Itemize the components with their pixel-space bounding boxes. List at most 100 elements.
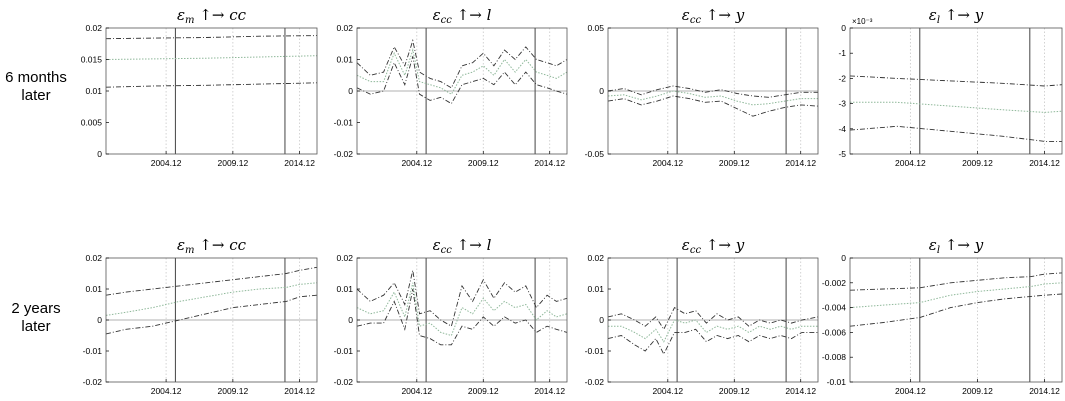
series-median-line (849, 282, 1063, 309)
y-tick-label: -4 (838, 124, 846, 134)
series-upper-line (849, 75, 1063, 87)
subplot-8: 0 -0.002 -0.004 -0.006 -0.008 -0.01 2004.12 200… (822, 236, 1063, 396)
subplot-7: 0.02 0.01 0 -0.01 -0.02 2004.12 2009.12 2014.12… (585, 236, 819, 396)
y-tick-label: -0.01 (585, 346, 605, 356)
y-tick-label: 0.015 (81, 55, 103, 65)
series-upper-line (849, 272, 1063, 291)
subplot-title: εl ↑→ y (929, 236, 984, 256)
row-label-line-1: 2 years (11, 300, 61, 317)
y-tick-label: 0.01 (85, 284, 102, 294)
y-tick-label: -0.008 (822, 352, 846, 362)
y-exponent-label: ×10⁻³ (852, 17, 873, 26)
x-tick-label: 2014.12 (534, 158, 565, 168)
series-upper-line (356, 38, 568, 89)
x-tick-label: 2004.12 (652, 158, 683, 168)
series-median-line (850, 101, 1063, 113)
y-tick-label: 0.02 (336, 23, 353, 33)
x-tick-label: 2014.12 (284, 158, 315, 168)
plot-frame (849, 27, 1063, 155)
x-tick-label: 2009.12 (468, 386, 499, 396)
series-lower-line (105, 294, 318, 335)
subplot-title: εl ↑→ y (929, 6, 984, 26)
subplot-title: εcc ↑→ l (433, 6, 492, 26)
subplot-title: εcc ↑→ l (433, 236, 492, 256)
y-tick-label: -0.01 (334, 346, 354, 356)
y-tick-label: 0 (841, 253, 846, 263)
x-tick-label: 2004.12 (895, 386, 926, 396)
x-tick-label: 2004.12 (401, 158, 432, 168)
y-tick-label: -0.002 (822, 278, 846, 288)
x-tick-label: 2014.12 (284, 386, 315, 396)
x-tick-label: 2014.12 (1029, 158, 1060, 168)
series-lower-line (607, 328, 818, 356)
subplot-1: 0.02 0.015 0.01 0.005 0 2004.12 2009.12 2014.12… (81, 6, 318, 168)
y-tick-label: -2 (838, 73, 846, 83)
y-tick-label: -0.02 (585, 377, 605, 387)
plot-frame (849, 257, 1063, 383)
series-lower-line (607, 95, 819, 117)
y-tick-label: -0.01 (827, 377, 847, 387)
y-tick-label: 0.005 (81, 118, 103, 128)
y-tick-label: -1 (838, 48, 846, 58)
series-median-line (608, 319, 818, 343)
y-tick-label: -0.05 (585, 149, 605, 159)
row-label-line-2: later (21, 87, 51, 104)
series-upper-line (356, 270, 568, 327)
y-tick-label: 0.02 (587, 253, 604, 263)
row-label-2-years: 2 years later (0, 300, 72, 336)
x-tick-label: 2009.12 (217, 386, 248, 396)
x-tick-label: 2004.12 (151, 386, 182, 396)
series-median-line (105, 55, 318, 60)
series-median-line (607, 90, 818, 106)
x-tick-label: 2009.12 (719, 158, 750, 168)
x-tick-label: 2004.12 (652, 386, 683, 396)
series-median-line (356, 282, 568, 337)
subplot-title: εm ↑→ cc (177, 236, 247, 256)
subplot-5: 0.02 0.01 0 -0.01 -0.02 2004.12 2009.12 2014.12… (83, 236, 318, 396)
y-tick-label: -3 (838, 99, 846, 109)
series-lower-line (356, 56, 568, 105)
series-upper-line (607, 306, 819, 331)
x-tick-label: 2009.12 (719, 386, 750, 396)
x-tick-label: 2014.12 (1029, 386, 1060, 396)
subplot-6: 0.02 0.01 0 -0.01 -0.02 2004.12 2009.12 2014.12… (334, 236, 568, 396)
y-tick-label: 0.01 (85, 86, 102, 96)
y-tick-label: -0.02 (334, 377, 354, 387)
y-tick-label: 0 (841, 23, 846, 33)
subplot-title: εcc ↑→ y (682, 6, 745, 26)
x-tick-label: 2009.12 (468, 158, 499, 168)
series-upper-line (607, 85, 818, 98)
subplot-3: 0.05 0 -0.05 2004.12 2009.12 2014.12 εcc ↑→ y (585, 6, 819, 168)
y-tick-label: -0.02 (83, 377, 103, 387)
series-median-line (356, 48, 568, 95)
series-upper-line (105, 266, 318, 296)
subplot-2: 0.02 0.01 0 -0.01 -0.02 2004.12 2009.12 2014.12… (334, 6, 568, 168)
subplot-4: 0 -1 -2 -3 -4 -5 2004.12 2009.12 2014.12 ×10⁻³ εl … (838, 6, 1063, 168)
row-label-6-months: 6 months later (0, 69, 72, 105)
y-tick-label: 0.02 (85, 253, 102, 263)
series-median-line (105, 282, 318, 316)
x-tick-label: 2009.12 (217, 158, 248, 168)
y-tick-label: 0 (97, 149, 102, 159)
x-tick-label: 2014.12 (785, 158, 816, 168)
subplot-title: εcc ↑→ y (682, 236, 745, 256)
y-tick-label: -0.004 (822, 303, 846, 313)
x-tick-label: 2004.12 (895, 158, 926, 168)
y-tick-label: -0.006 (822, 327, 846, 337)
y-tick-label: 0.01 (336, 284, 353, 294)
x-tick-label: 2014.12 (534, 386, 565, 396)
x-tick-label: 2009.12 (962, 158, 993, 168)
y-tick-label: 0.02 (85, 23, 102, 33)
series-lower-line (849, 125, 1062, 142)
y-tick-label: 0.05 (587, 23, 604, 33)
x-tick-label: 2009.12 (962, 386, 993, 396)
series-upper-line (105, 35, 318, 40)
y-tick-label: 0 (97, 315, 102, 325)
y-tick-label: -0.02 (334, 149, 354, 159)
y-tick-label: -0.01 (334, 118, 354, 128)
row-label-line-1: 6 months (5, 69, 67, 86)
x-tick-label: 2004.12 (151, 158, 182, 168)
y-tick-label: 0.01 (587, 284, 604, 294)
y-tick-label: -5 (838, 149, 846, 159)
y-tick-label: 0.02 (336, 253, 353, 263)
